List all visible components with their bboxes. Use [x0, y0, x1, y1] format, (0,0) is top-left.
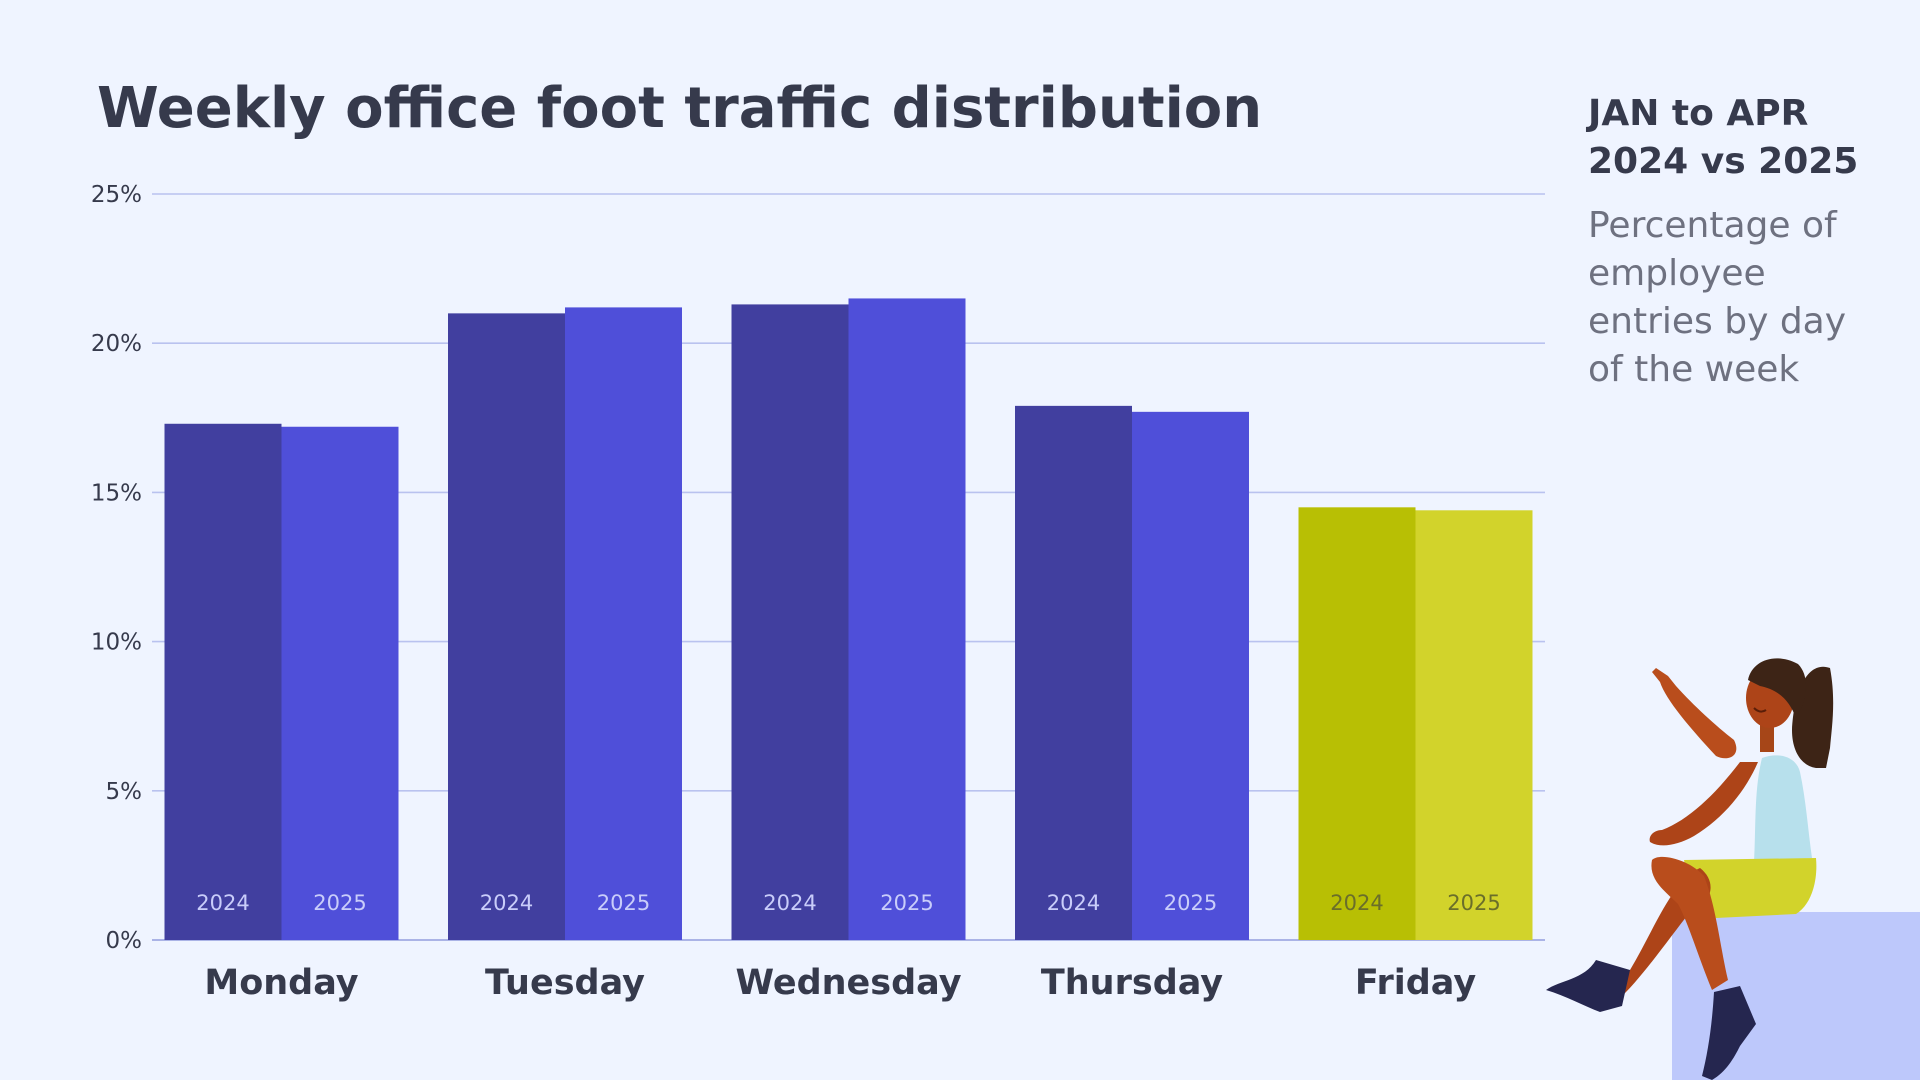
illustration-boot-right	[1702, 986, 1756, 1080]
x-axis-categories: Monday Tuesday Wednesday Thursday Friday	[204, 963, 1476, 1003]
bar-monday-2024	[164, 423, 282, 940]
bar-friday-2025	[1415, 510, 1533, 940]
bar-friday-2024	[1298, 507, 1416, 940]
y-tick-label: 15%	[91, 480, 142, 506]
bars: 2024 2025 2024 2025 2024 2025 2024 2025 2024 2025	[164, 298, 1533, 941]
x-category-label: Wednesday	[735, 963, 961, 1003]
illustration-leg-right	[1651, 856, 1728, 990]
y-tick-label: 25%	[91, 182, 142, 208]
bar-series-label: 2025	[1164, 891, 1217, 915]
y-tick-label: 5%	[106, 779, 143, 805]
illustration-neck	[1760, 724, 1774, 752]
subtitle-period: JAN to APR	[1585, 93, 1808, 134]
chart-title: Weekly office foot traffic distribution	[97, 76, 1262, 141]
x-category-label: Monday	[204, 963, 358, 1003]
x-category-label: Tuesday	[485, 963, 645, 1003]
illustration-arm	[1649, 762, 1758, 846]
description-line-2: employee	[1588, 253, 1766, 294]
bar-tuesday-2024	[448, 313, 565, 940]
x-category-label: Thursday	[1041, 963, 1223, 1003]
bar-thursday-2025	[1132, 411, 1249, 940]
y-axis-ticks: 0% 5% 10% 15% 20% 25%	[91, 182, 142, 954]
bar-series-label: 2025	[880, 891, 933, 915]
bar-series-label: 2024	[1047, 891, 1100, 915]
bar-series-label: 2025	[1447, 891, 1500, 915]
bar-series-label: 2024	[1330, 891, 1383, 915]
y-tick-label: 10%	[91, 630, 142, 656]
description-line-1: Percentage of	[1588, 205, 1838, 246]
y-tick-label: 0%	[106, 928, 143, 954]
pointing-person-illustration	[1546, 658, 1920, 1080]
x-category-label: Friday	[1355, 963, 1477, 1003]
illustration-hair-front	[1748, 658, 1807, 718]
bar-series-label: 2024	[196, 891, 249, 915]
description-line-4: of the week	[1588, 349, 1799, 390]
illustration-boot-left	[1546, 960, 1630, 1012]
bar-series-label: 2025	[597, 891, 650, 915]
bar-monday-2025	[281, 426, 399, 940]
subtitle-comparison: 2024 vs 2025	[1588, 141, 1858, 182]
bar-series-label: 2025	[313, 891, 366, 915]
bar-series-label: 2024	[763, 891, 816, 915]
y-tick-label: 20%	[91, 331, 142, 357]
bar-wednesday-2024	[731, 304, 849, 941]
description-line-3: entries by day	[1588, 301, 1846, 342]
bar-tuesday-2025	[565, 307, 682, 941]
illustration-skirt	[1684, 858, 1817, 918]
bar-thursday-2024	[1015, 405, 1132, 940]
bar-series-label: 2024	[480, 891, 533, 915]
bar-wednesday-2025	[848, 298, 966, 940]
illustration-shirt	[1754, 755, 1812, 862]
illustration-pointing-arm	[1652, 668, 1737, 759]
illustration-smile	[1753, 707, 1767, 713]
